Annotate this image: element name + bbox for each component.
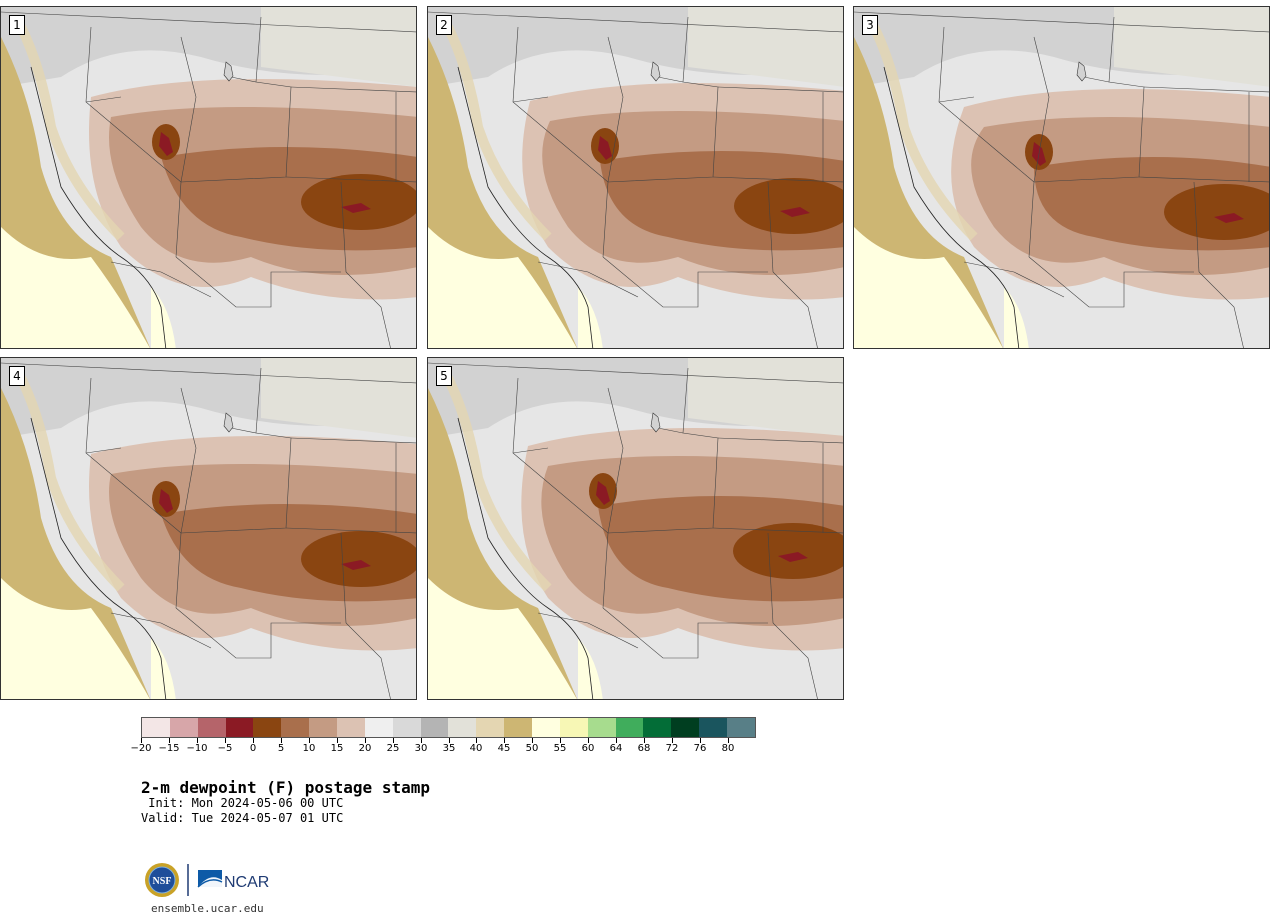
panel-number: 1	[9, 15, 25, 35]
colorbar-tick-label: 68	[637, 743, 651, 754]
colorbar-tick-label: 64	[609, 743, 623, 754]
valid-time: Valid: Tue 2024-05-07 01 UTC	[141, 811, 344, 825]
map-panel-4: 4	[0, 357, 417, 700]
colorbar-tick	[281, 738, 282, 743]
colorbar-tick	[644, 738, 645, 743]
colorbar-swatch	[643, 718, 672, 737]
nsf-logo-icon: NSF	[145, 863, 179, 897]
dewpoint-map	[1, 7, 416, 348]
colorbar-tick-label: 20	[358, 743, 372, 754]
colorbar-swatch	[587, 718, 616, 737]
colorbar-swatch	[699, 718, 728, 737]
dewpoint-map	[1, 358, 416, 699]
dewpoint-map	[428, 358, 843, 699]
colorbar-tick-label: 40	[469, 743, 483, 754]
colorbar	[141, 717, 756, 738]
colorbar-swatch	[559, 718, 588, 737]
colorbar-tick	[253, 738, 254, 743]
colorbar-tick	[728, 738, 729, 743]
colorbar-tick-label: 35	[442, 743, 456, 754]
colorbar-tick	[365, 738, 366, 743]
colorbar-tick-label: 25	[386, 743, 400, 754]
colorbar-tick-label: 76	[693, 743, 707, 754]
colorbar-swatch	[476, 718, 505, 737]
colorbar-tick	[588, 738, 589, 743]
colorbar-tick	[560, 738, 561, 743]
colorbar-tick	[532, 738, 533, 743]
dewpoint-map	[428, 7, 843, 348]
colorbar-swatch	[142, 718, 170, 737]
svg-text:NSF: NSF	[153, 876, 172, 887]
colorbar-tick	[141, 738, 142, 743]
colorbar-swatch	[532, 718, 560, 737]
colorbar-swatch	[197, 718, 226, 737]
colorbar-swatch	[253, 718, 282, 737]
dewpoint-map	[854, 7, 1269, 348]
colorbar-tick	[197, 738, 198, 743]
colorbar-swatch	[420, 718, 449, 737]
colorbar-swatch	[504, 718, 533, 737]
colorbar-tick-label: 30	[414, 743, 428, 754]
panel-number: 5	[436, 366, 452, 386]
colorbar-tick	[169, 738, 170, 743]
colorbar-tick-label: 15	[330, 743, 344, 754]
colorbar-tick	[309, 738, 310, 743]
colorbar-tick	[337, 738, 338, 743]
colorbar-swatch	[309, 718, 338, 737]
colorbar-tick-label: 55	[553, 743, 567, 754]
map-panel-3: 3	[853, 6, 1270, 349]
colorbar-tick-label: 60	[581, 743, 595, 754]
colorbar-swatch	[671, 718, 700, 737]
colorbar-tick-label: −20	[130, 743, 152, 754]
colorbar-tick	[421, 738, 422, 743]
colorbar-ticks: −20 −15 −10 −5 0 5 10 15 20 25 30 35 40 45 50 55 60 64 68 7…	[130, 738, 756, 758]
colorbar-swatch	[337, 718, 365, 737]
nsf-ncar-logo: NSF NCAR	[145, 863, 269, 897]
colorbar-tick-label: 45	[497, 743, 511, 754]
colorbar-tick-label: −15	[158, 743, 180, 754]
init-time: Init: Mon 2024-05-06 00 UTC	[141, 796, 344, 810]
colorbar-tick	[616, 738, 617, 743]
colorbar-tick	[672, 738, 673, 743]
colorbar-tick-label: 10	[302, 743, 316, 754]
colorbar-swatch	[169, 718, 198, 737]
colorbar-tick	[504, 738, 505, 743]
colorbar-swatch	[727, 718, 755, 737]
svg-text:NCAR: NCAR	[224, 874, 269, 891]
colorbar-swatch	[392, 718, 421, 737]
panel-number: 3	[862, 15, 878, 35]
ncar-logo-icon: NCAR	[197, 870, 269, 891]
site-url: ensemble.ucar.edu	[151, 902, 264, 915]
map-panel-1: 1	[0, 6, 417, 349]
colorbar-tick	[225, 738, 226, 743]
colorbar-tick-label: 0	[249, 743, 257, 754]
colorbar-tick-label: 72	[665, 743, 679, 754]
colorbar-swatch	[225, 718, 254, 737]
colorbar-tick-label: −10	[186, 743, 208, 754]
colorbar-tick-label: −5	[217, 743, 233, 754]
colorbar-swatch	[448, 718, 477, 737]
colorbar-tick	[476, 738, 477, 743]
map-panel-2: 2	[427, 6, 844, 349]
colorbar-tick	[700, 738, 701, 743]
panel-number: 2	[436, 15, 452, 35]
colorbar-tick	[449, 738, 450, 743]
plot-title: 2-m dewpoint (F) postage stamp	[141, 778, 430, 797]
colorbar-tick	[393, 738, 394, 743]
colorbar-swatch	[281, 718, 310, 737]
colorbar-swatch	[615, 718, 644, 737]
panel-number: 4	[9, 366, 25, 386]
colorbar-swatch	[364, 718, 393, 737]
map-panel-5: 5	[427, 357, 844, 700]
colorbar-tick-label: 5	[277, 743, 285, 754]
colorbar-tick-label: 80	[721, 743, 735, 754]
colorbar-tick-label: 50	[525, 743, 539, 754]
